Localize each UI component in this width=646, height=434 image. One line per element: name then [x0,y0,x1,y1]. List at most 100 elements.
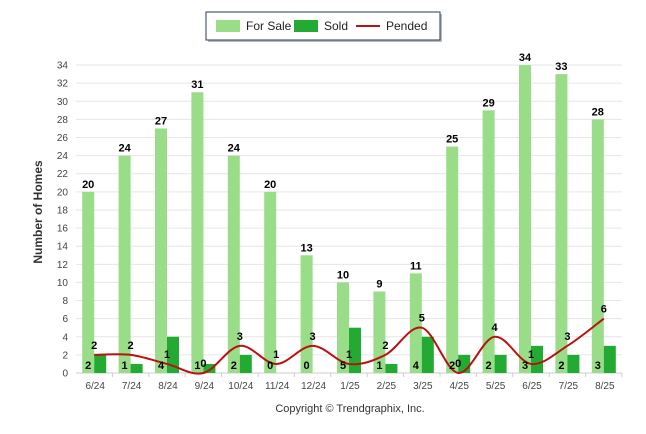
sold-bar [567,354,580,373]
sold-data-label: 3 [595,360,601,372]
x-tick-label: 10/24 [228,381,253,392]
pended-data-label: 3 [564,331,570,343]
sold-bar [531,345,543,373]
x-tick-label: 8/24 [158,381,178,392]
for-sale-data-label: 20 [264,179,276,191]
x-tick-label: 8/25 [595,381,615,392]
sold-bar [421,336,434,373]
pended-data-label: 3 [310,331,316,343]
pended-data-label: 1 [346,349,352,361]
for-sale-bar [191,92,204,373]
y-tick-label: 22 [57,169,69,180]
pended-data-label: 6 [601,304,607,316]
for-sale-bar [82,191,95,373]
legend-swatch [216,20,240,32]
for-sale-bar [300,255,313,373]
for-sale-data-label: 25 [446,134,458,146]
for-sale-data-label: 24 [118,143,131,155]
pended-data-label: 1 [164,349,170,361]
pended-data-label: 0 [455,358,461,370]
sold-data-label: 4 [158,360,165,372]
x-tick-label: 1/25 [340,381,360,392]
y-tick-label: 20 [57,187,69,198]
pended-data-label: 1 [273,349,279,361]
for-sale-bar [373,291,386,373]
sold-data-label: 2 [486,360,492,372]
sold-data-label: 5 [340,360,346,372]
y-tick-label: 6 [62,314,68,325]
for-sale-data-label: 13 [300,242,312,254]
for-sale-bar [337,282,349,373]
sold-data-label: 3 [522,360,528,372]
pended-data-label: 2 [382,340,388,352]
x-tick-label: 2/25 [377,381,397,392]
y-tick-label: 32 [57,79,69,90]
legend-label: Sold [324,19,348,33]
pended-data-label: 5 [419,313,425,325]
sold-data-label: 1 [376,360,382,372]
y-tick-label: 10 [57,278,69,289]
y-tick-label: 0 [62,369,68,380]
for-sale-data-label: 10 [337,269,349,281]
x-tick-label: 6/24 [85,381,105,392]
sold-data-label: 2 [449,360,455,372]
x-tick-label: 11/24 [265,381,290,392]
pended-data-label: 1 [528,349,534,361]
pended-data-label: 4 [492,322,499,334]
y-tick-label: 2 [62,350,68,361]
y-tick-label: 26 [57,133,69,144]
x-axis-ticks: 6/24 7/24 8/24 9/24 10/24 11/24 12/24 1/25 2/25 3… [85,373,623,392]
x-tick-label: 4/25 [449,381,469,392]
y-tick-label: 18 [57,205,69,216]
pended-data-label: 2 [128,340,134,352]
y-tick-label: 8 [62,296,68,307]
y-axis-label: Number of Homes [31,160,45,264]
sold-data-label: 1 [194,360,200,372]
for-sale-data-label: 34 [519,52,532,64]
y-tick-label: 16 [57,224,69,235]
for-sale-data-label: 11 [410,260,422,272]
sold-data-label: 4 [413,360,420,372]
y-tick-label: 24 [57,151,69,162]
for-sale-data-label: 28 [592,106,604,118]
x-tick-label: 5/25 [486,381,506,392]
for-sale-data-label: 31 [191,79,203,91]
y-tick-label: 12 [57,260,69,271]
for-sale-bar [118,155,131,373]
pended-data-label: 3 [237,331,243,343]
x-tick-label: 3/25 [413,381,433,392]
x-tick-label: 7/25 [559,381,579,392]
for-sale-bar [519,65,531,374]
x-tick-label: 7/24 [122,381,142,392]
y-tick-label: 34 [57,61,69,72]
for-sale-bar [409,273,422,373]
for-sale-bar [227,155,240,373]
sold-bar [239,354,252,373]
y-tick-label: 4 [62,332,68,343]
for-sale-data-label: 20 [82,179,94,191]
sold-bar [130,363,143,373]
sold-data-label: 2 [85,360,91,372]
for-sale-data-label: 24 [228,143,241,155]
legend-label: For Sale [246,19,292,33]
pended-data-label: 2 [91,340,97,352]
for-sale-data-label: 29 [482,97,494,109]
for-sale-bar [264,191,277,373]
pended-data-label: 0 [200,358,206,370]
sold-data-label: 1 [122,360,128,372]
x-tick-label: 9/24 [195,381,215,392]
y-tick-label: 30 [57,97,69,108]
for-sale-data-label: 9 [376,278,382,290]
sold-bar [385,363,398,373]
sold-data-label: 2 [558,360,564,372]
pended-series-line [94,317,605,375]
legend: For Sale Sold Pended [205,11,442,42]
bars [82,65,616,374]
sold-bar [603,345,616,373]
sold-data-label: 2 [231,360,237,372]
sold-bar [494,354,507,373]
for-sale-bar [591,119,604,374]
